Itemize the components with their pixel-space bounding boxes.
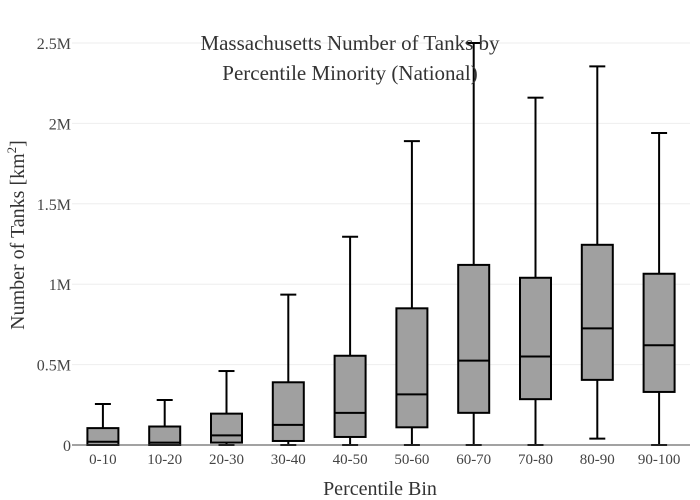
y-axis-ticks: 0 0.5M 1M 1.5M 2M 2.5M (37, 36, 71, 455)
box-90-100 (642, 132, 676, 446)
y-tick-label-4: 2M (49, 116, 71, 133)
x-axis-label: Percentile Bin (323, 478, 437, 500)
box-iqr-30-40 (271, 381, 305, 442)
chart-title-line-2: Percentile Minority (National) (222, 61, 477, 85)
box-30-40 (271, 293, 305, 446)
y-tick-label-2: 1M (49, 277, 71, 294)
x-tick-label-90-100: 90-100 (638, 452, 681, 468)
x-tick-label-10-20: 10-20 (147, 452, 182, 468)
x-axis-ticks: 0-10 10-20 20-30 30-40 40-50 50-60 60-70 70-80 8… (89, 452, 680, 468)
y-tick-label-0: 0 (63, 438, 71, 455)
y-axis-label-superscript: 2 (4, 147, 19, 154)
box-iqr-40-50 (333, 354, 367, 438)
box-iqr-60-70 (457, 263, 491, 414)
box-10-20 (148, 398, 182, 446)
x-tick-label-40-50: 40-50 (333, 452, 368, 468)
x-tick-label-30-40: 30-40 (271, 452, 306, 468)
box-iqr-80-90 (580, 243, 614, 381)
box-20-30 (210, 370, 243, 446)
x-tick-label-50-60: 50-60 (394, 452, 429, 468)
x-tick-label-20-30: 20-30 (209, 452, 244, 468)
box-80-90 (580, 65, 614, 440)
x-tick-label-70-80: 70-80 (518, 452, 553, 468)
box-50-60 (395, 140, 429, 446)
y-axis-label: Number of Tanks [km2] (4, 140, 29, 330)
box-iqr-70-80 (519, 276, 552, 401)
box-iqr-20-30 (210, 412, 243, 444)
x-tick-label-60-70: 60-70 (456, 452, 491, 468)
y-tick-label-1: 0.5M (37, 358, 71, 375)
y-tick-label-3: 1.5M (37, 197, 71, 214)
box-iqr-90-100 (642, 272, 676, 393)
box-60-70 (457, 42, 491, 446)
y-tick-label-5: 2.5M (37, 36, 71, 53)
box-70-80 (519, 96, 552, 446)
x-tick-label-80-90: 80-90 (580, 452, 615, 468)
y-axis-label-main: Number of Tanks [km (7, 153, 29, 330)
chart-title-line-1: Massachusetts Number of Tanks by (200, 31, 500, 55)
box-40-50 (333, 235, 367, 446)
y-axis-label-close: ] (7, 140, 29, 147)
box-0-10 (86, 402, 120, 446)
box-iqr-50-60 (395, 307, 429, 429)
x-tick-label-0-10: 0-10 (89, 452, 117, 468)
box-series (86, 42, 676, 446)
